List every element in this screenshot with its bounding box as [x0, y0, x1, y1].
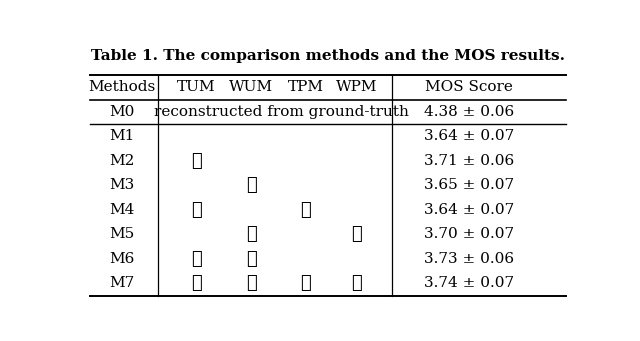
Text: Methods: Methods [88, 80, 156, 94]
Text: M2: M2 [109, 154, 135, 168]
Text: ✓: ✓ [246, 275, 257, 292]
Text: ✓: ✓ [246, 176, 257, 194]
Text: ✓: ✓ [191, 201, 202, 219]
Text: 3.71 ± 0.06: 3.71 ± 0.06 [424, 154, 515, 168]
Text: ✓: ✓ [246, 225, 257, 243]
Text: ✓: ✓ [300, 201, 311, 219]
Text: 3.64 ± 0.07: 3.64 ± 0.07 [424, 129, 515, 143]
Text: M3: M3 [109, 178, 135, 192]
Text: 3.70 ± 0.07: 3.70 ± 0.07 [424, 227, 515, 241]
Text: reconstructed from ground-truth: reconstructed from ground-truth [154, 105, 409, 119]
Text: M0: M0 [109, 105, 135, 119]
Text: 3.74 ± 0.07: 3.74 ± 0.07 [424, 276, 515, 290]
Text: ✓: ✓ [191, 152, 202, 170]
Text: ✓: ✓ [191, 250, 202, 268]
Text: M5: M5 [109, 227, 135, 241]
Text: TUM: TUM [177, 80, 216, 94]
Text: ✓: ✓ [351, 275, 362, 292]
Text: WUM: WUM [229, 80, 273, 94]
Text: ✓: ✓ [300, 275, 311, 292]
Text: ✓: ✓ [246, 250, 257, 268]
Text: 3.73 ± 0.06: 3.73 ± 0.06 [424, 252, 515, 266]
Text: 3.64 ± 0.07: 3.64 ± 0.07 [424, 203, 515, 217]
Text: 4.38 ± 0.06: 4.38 ± 0.06 [424, 105, 515, 119]
Text: TPM: TPM [288, 80, 324, 94]
Text: M4: M4 [109, 203, 135, 217]
Text: 3.65 ± 0.07: 3.65 ± 0.07 [424, 178, 515, 192]
Text: WPM: WPM [336, 80, 378, 94]
Text: ✓: ✓ [351, 225, 362, 243]
Text: MOS Score: MOS Score [426, 80, 513, 94]
Text: ✓: ✓ [191, 275, 202, 292]
Text: M1: M1 [109, 129, 135, 143]
Text: Table 1. The comparison methods and the MOS results.: Table 1. The comparison methods and the … [91, 49, 565, 63]
Text: M6: M6 [109, 252, 135, 266]
Text: M7: M7 [109, 276, 135, 290]
